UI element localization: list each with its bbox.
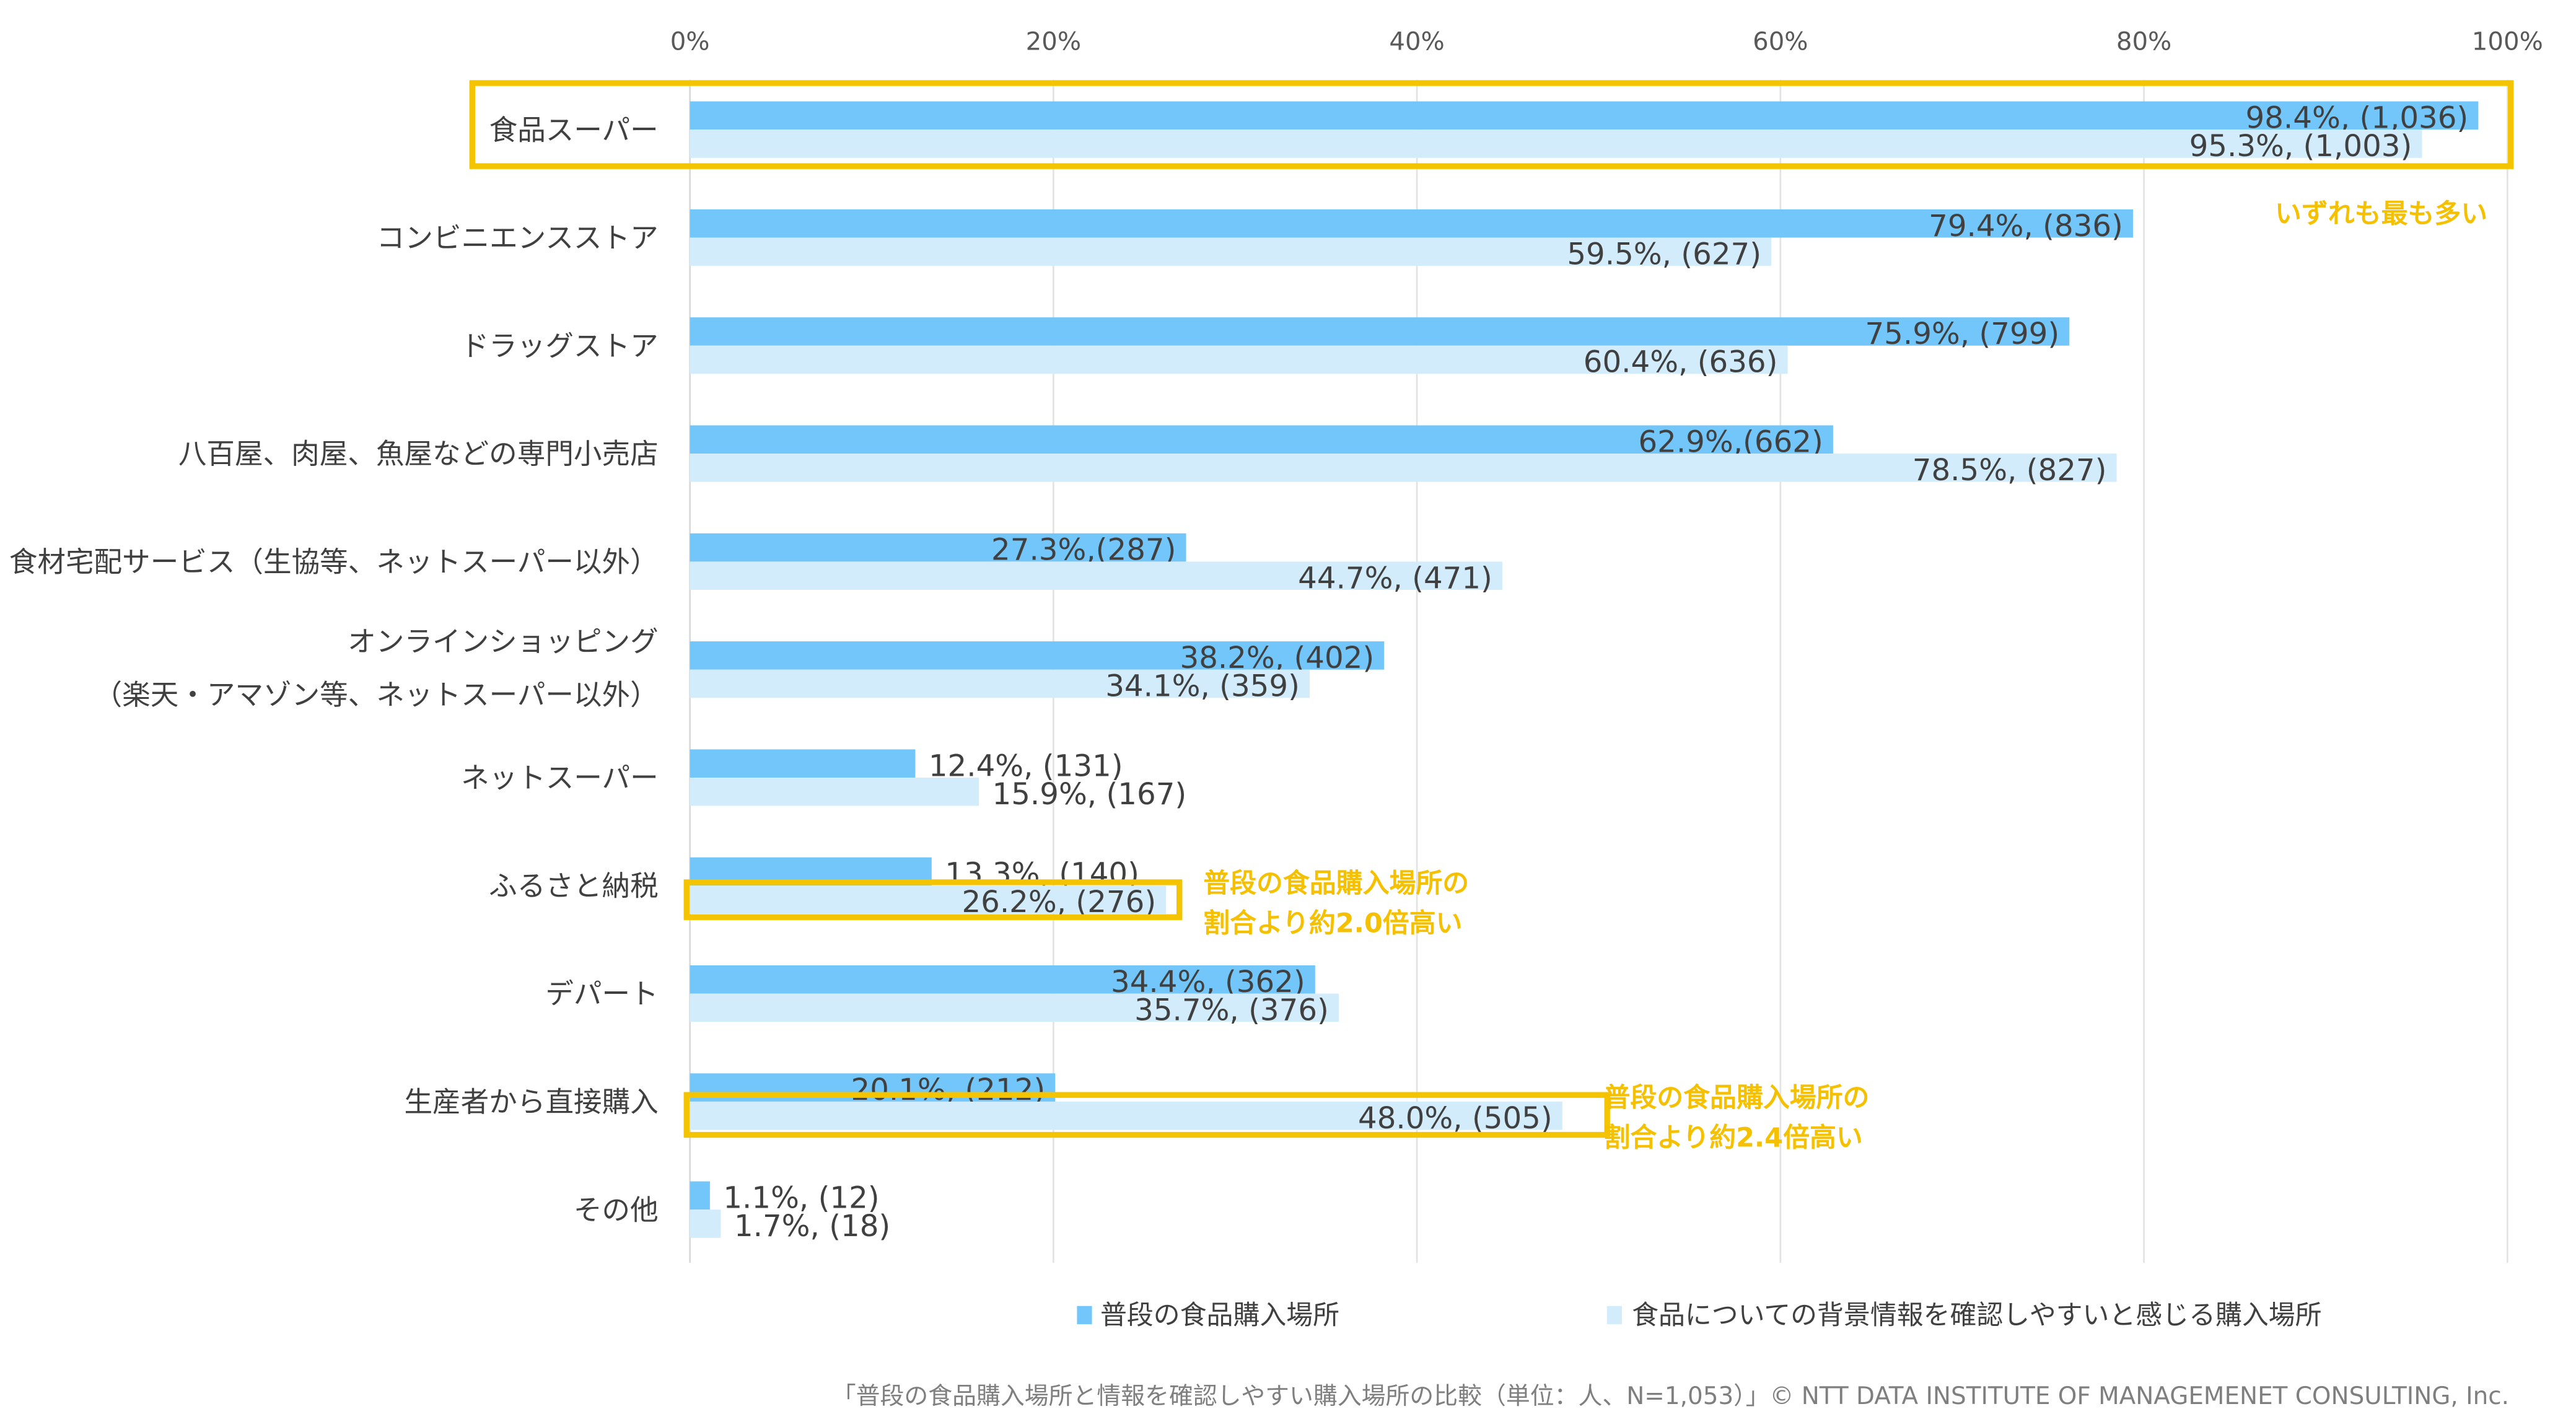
category-label: 食材宅配サービス（生協等、ネットスーパー以外） [9, 545, 659, 578]
bar-info [690, 885, 1167, 914]
category-label: 八百屋、肉屋、魚屋などの専門小売店 [178, 437, 659, 470]
bar-info [690, 669, 1310, 698]
data-label: 20.1%, (212) [851, 1073, 1045, 1107]
bar-info [690, 129, 2422, 158]
data-label: 26.2%, (276) [962, 885, 1156, 920]
category-label: 食品スーパー [489, 113, 659, 146]
highlight-box [683, 1092, 1610, 1138]
bar-usual [690, 533, 1186, 562]
data-label: 60.4%, (636) [1584, 345, 1778, 380]
annotation-text: 普段の食品購入場所の [1203, 868, 1469, 899]
bar-info [690, 1209, 721, 1238]
data-label: 27.3%,(287) [991, 533, 1176, 568]
data-label: 1.7%, (18) [734, 1209, 890, 1244]
bar-info [690, 1101, 1562, 1130]
legend-label: 食品についての背景情報を確認しやすいと感じる購入場所 [1632, 1300, 2321, 1331]
data-label: 15.9%, (167) [992, 777, 1187, 812]
data-label: 12.4%, (131) [929, 748, 1123, 783]
bar-usual [690, 317, 2070, 346]
bar-usual [690, 749, 916, 778]
data-label: 98.4%, (1,036) [2246, 100, 2469, 135]
data-label: 48.0%, (505) [1358, 1101, 1553, 1136]
category-label: その他 [574, 1193, 659, 1226]
category-label: デパート [545, 978, 658, 1011]
data-label: 44.7%, (471) [1298, 561, 1492, 595]
category-label: ふるさと納税 [489, 869, 658, 902]
bar-usual [690, 641, 1385, 670]
annotation-text: 普段の食品購入場所の [1604, 1082, 1870, 1113]
bar-usual [690, 101, 2479, 130]
x-tick-label: 60% [1753, 27, 1808, 56]
data-label: 34.4%, (362) [1111, 965, 1305, 999]
footer-caption: 「普段の食品購入場所と情報を確認しやすい購入場所の比較（単位：人、N=1,053… [832, 1382, 2509, 1409]
category-label: ドラッグストア [461, 330, 659, 362]
bar-usual [690, 965, 1315, 994]
data-label: 1.1%, (12) [723, 1181, 879, 1216]
x-tick-label: 0% [670, 27, 710, 56]
annotation-text: いずれも最も多い [2275, 198, 2487, 229]
category-label: コンビニエンスストア [377, 222, 659, 255]
data-label: 34.1%, (359) [1105, 669, 1300, 704]
data-label: 59.5%, (627) [1567, 237, 1761, 271]
data-label: 13.3%, (140) [945, 857, 1139, 892]
x-tick-label: 80% [2116, 27, 2171, 56]
x-tick-label: 40% [1389, 27, 1444, 56]
bar-usual [690, 209, 2133, 238]
data-label: 79.4%, (836) [1929, 209, 2123, 244]
legend-swatch-info [1606, 1306, 1623, 1325]
bar-info [690, 237, 1772, 266]
x-tick-label: 100% [2472, 27, 2543, 56]
bar-usual [690, 1181, 710, 1210]
data-label: 38.2%, (402) [1180, 641, 1374, 675]
highlight-box [469, 80, 2514, 169]
data-label: 62.9%,(662) [1638, 424, 1823, 459]
highlight-box [683, 879, 1183, 920]
annotation-text: 割合より約2.0倍高い [1203, 908, 1462, 939]
data-label: 35.7%, (376) [1134, 993, 1329, 1028]
annotation-bg [2251, 189, 2501, 240]
category-label: ネットスーパー [461, 762, 659, 794]
category-label: 生産者から直接購入 [404, 1086, 658, 1118]
bar-usual [690, 425, 1833, 454]
legend-swatch-usual [1077, 1306, 1092, 1325]
annotation-text: 割合より約2.4倍高い [1604, 1122, 1863, 1153]
bar-info [690, 345, 1788, 374]
bar-info [690, 561, 1502, 590]
data-label: 75.9%, (799) [1865, 317, 2059, 351]
x-tick-label: 20% [1026, 27, 1081, 56]
bar-info [690, 993, 1339, 1022]
category-label: （楽天・アマゾン等、ネットスーパー以外） [94, 678, 659, 711]
bar-info [690, 777, 979, 806]
category-label: オンラインショッピング [348, 625, 658, 658]
legend-label: 普段の食品購入場所 [1100, 1300, 1339, 1331]
data-label: 78.5%, (827) [1912, 453, 2107, 488]
bar-info [690, 454, 2117, 482]
data-label: 95.3%, (1,003) [2189, 129, 2412, 164]
